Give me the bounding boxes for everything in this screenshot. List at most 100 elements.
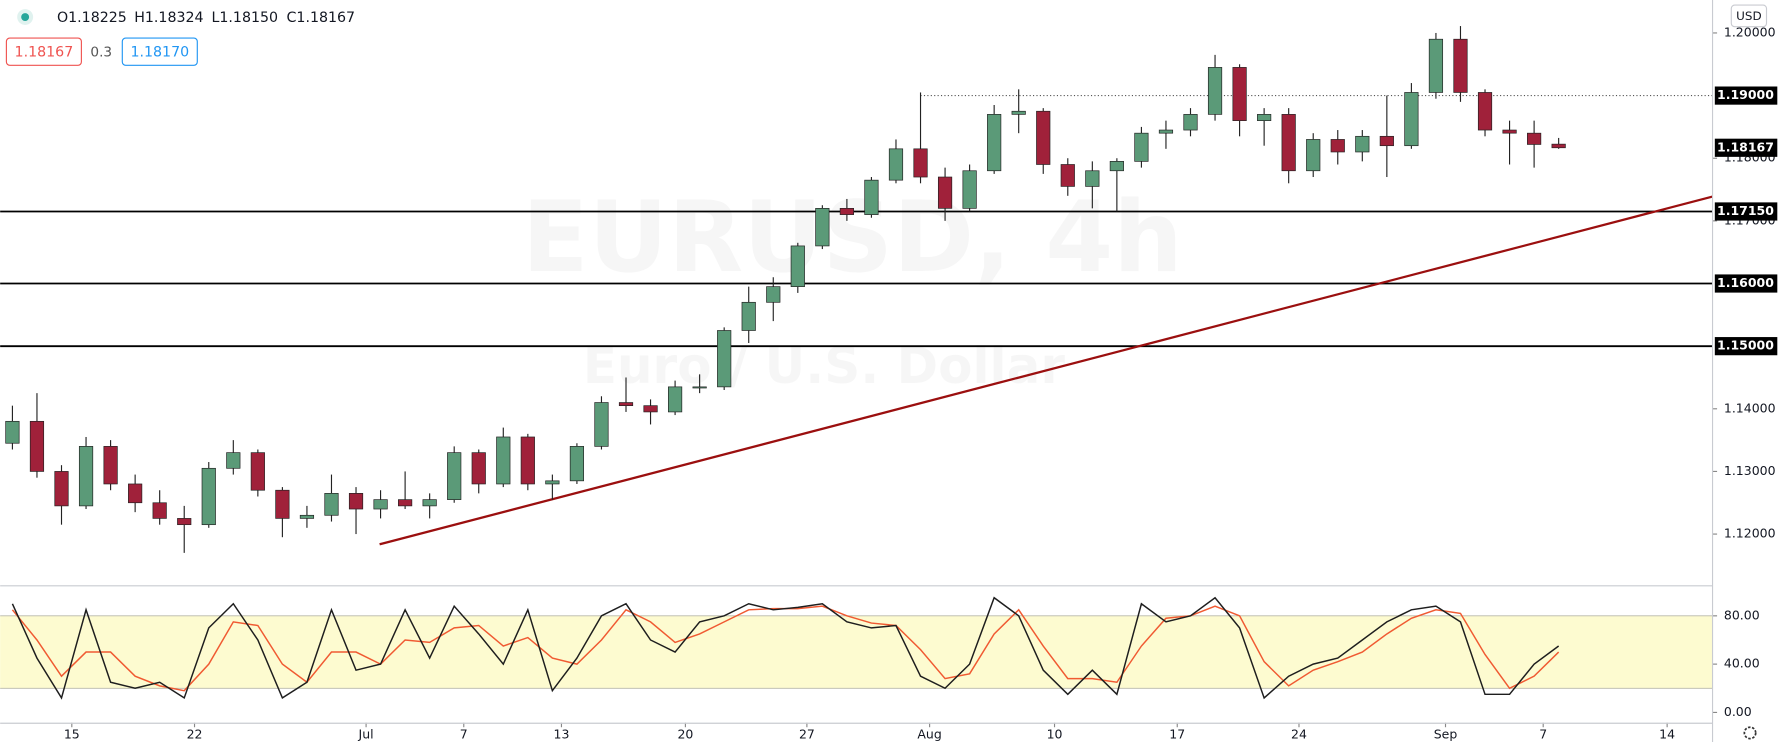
candle-body bbox=[717, 330, 732, 388]
candle-body bbox=[569, 446, 585, 482]
candle-body bbox=[78, 446, 94, 507]
candle-body bbox=[1183, 114, 1198, 131]
x-tick-label: 7 bbox=[1539, 727, 1547, 742]
candle-body bbox=[1477, 92, 1493, 131]
candle-body bbox=[1355, 135, 1370, 153]
candle-body bbox=[1158, 129, 1174, 134]
candle-body bbox=[398, 499, 413, 507]
x-tick-label: 27 bbox=[799, 727, 815, 742]
oscillator-line bbox=[11, 596, 1560, 700]
candle-body bbox=[766, 286, 781, 303]
x-tick-label: 15 bbox=[64, 727, 80, 742]
candle-body bbox=[471, 452, 486, 485]
candle-body bbox=[618, 402, 634, 407]
candle-body bbox=[987, 114, 1002, 172]
last-price-box bbox=[1714, 138, 1778, 157]
ohlc-value: 1.18167 bbox=[296, 10, 355, 26]
candle-body bbox=[324, 493, 339, 516]
candle-body bbox=[1109, 161, 1124, 172]
candle-body bbox=[1011, 110, 1026, 115]
x-tick-label: 13 bbox=[554, 727, 570, 742]
candle-body bbox=[692, 386, 707, 389]
ohlc-low: L1.18150 bbox=[211, 10, 278, 26]
last-price-label: 1.18167 bbox=[1717, 139, 1774, 154]
level-label-box bbox=[1714, 202, 1778, 221]
candle-body bbox=[741, 301, 756, 331]
ohlc-key: O bbox=[57, 10, 68, 26]
candle-body bbox=[1060, 164, 1075, 187]
x-tick-label: 14 bbox=[1659, 727, 1675, 742]
candle-body bbox=[1306, 139, 1321, 172]
candle-body bbox=[1207, 67, 1223, 115]
candle-body bbox=[1502, 129, 1517, 134]
ohlc-value: 1.18150 bbox=[219, 10, 278, 26]
ohlc-close: C1.18167 bbox=[286, 10, 355, 26]
candle-body bbox=[888, 148, 904, 181]
ohlc-key: H bbox=[134, 10, 145, 26]
sell-price[interactable]: 1.18167 bbox=[15, 44, 74, 60]
y-tick-label: 0.00 bbox=[1724, 704, 1752, 719]
settings-icon[interactable] bbox=[1743, 726, 1757, 740]
ohlc-value: 1.18225 bbox=[68, 10, 127, 26]
candle-body bbox=[815, 208, 830, 247]
y-tick-label: 80.00 bbox=[1724, 607, 1760, 622]
candle-body bbox=[1257, 114, 1272, 121]
candle-body bbox=[1134, 132, 1149, 162]
candle-body bbox=[1330, 139, 1345, 153]
level-label: 1.17150 bbox=[1717, 203, 1774, 218]
candle-body bbox=[937, 176, 953, 209]
currency-box[interactable] bbox=[1730, 4, 1768, 28]
candle-body bbox=[1428, 38, 1444, 93]
x-tick-label: 17 bbox=[1169, 727, 1185, 742]
currency[interactable]: USD bbox=[1736, 9, 1761, 23]
x-tick-label: 24 bbox=[1291, 727, 1307, 742]
y-tick-label: 1.13000 bbox=[1724, 463, 1776, 478]
ohlc-key: C bbox=[286, 10, 296, 26]
candle-body bbox=[594, 402, 609, 447]
x-tick-label: Aug bbox=[917, 727, 941, 742]
level-label-box bbox=[1714, 337, 1778, 356]
candle-body bbox=[667, 386, 683, 413]
candle-body bbox=[447, 452, 462, 500]
candle-body bbox=[1281, 114, 1296, 172]
candle-body bbox=[275, 489, 290, 519]
candle-body bbox=[962, 170, 977, 209]
candle-body bbox=[839, 208, 854, 215]
level-label-box bbox=[1714, 86, 1778, 105]
candle-body bbox=[128, 483, 143, 504]
candle-body bbox=[1085, 170, 1100, 187]
oscillator-band bbox=[0, 615, 1713, 689]
ohlc-open: O1.18225 bbox=[57, 10, 127, 26]
candle-body bbox=[913, 148, 928, 178]
candle-body bbox=[250, 452, 265, 491]
overlay bbox=[0, 26, 1713, 700]
candle-body bbox=[1232, 67, 1247, 121]
watermark-symbol: EURUSD, 4h bbox=[522, 181, 1183, 295]
buy-button[interactable] bbox=[121, 37, 198, 66]
buy-price[interactable]: 1.18170 bbox=[130, 44, 189, 60]
candle-body bbox=[1379, 135, 1394, 147]
candle-body bbox=[422, 499, 437, 507]
candle-body bbox=[496, 436, 511, 485]
candle-body bbox=[1551, 143, 1566, 149]
level-label-box bbox=[1714, 274, 1778, 293]
candle-body bbox=[348, 493, 364, 510]
sell-button[interactable] bbox=[5, 37, 82, 66]
x-tick-label: 10 bbox=[1047, 727, 1063, 742]
candle-body bbox=[1036, 110, 1051, 165]
x-tick-label: 22 bbox=[187, 727, 203, 742]
ohlc-value: 1.18324 bbox=[145, 10, 204, 26]
candle-body bbox=[373, 499, 388, 510]
candle-body bbox=[103, 446, 118, 485]
ohlc-high: H1.18324 bbox=[134, 10, 203, 26]
candle-body bbox=[177, 518, 192, 526]
ohlc-key: L bbox=[211, 10, 219, 26]
x-tick-label: Sep bbox=[1434, 727, 1458, 742]
level-label: 1.16000 bbox=[1717, 275, 1774, 290]
candle-body bbox=[29, 420, 45, 472]
y-tick-label: 40.00 bbox=[1724, 656, 1760, 671]
status-dot bbox=[21, 13, 30, 22]
candle-body bbox=[152, 502, 167, 519]
y-tick-label: 1.14000 bbox=[1724, 400, 1776, 415]
